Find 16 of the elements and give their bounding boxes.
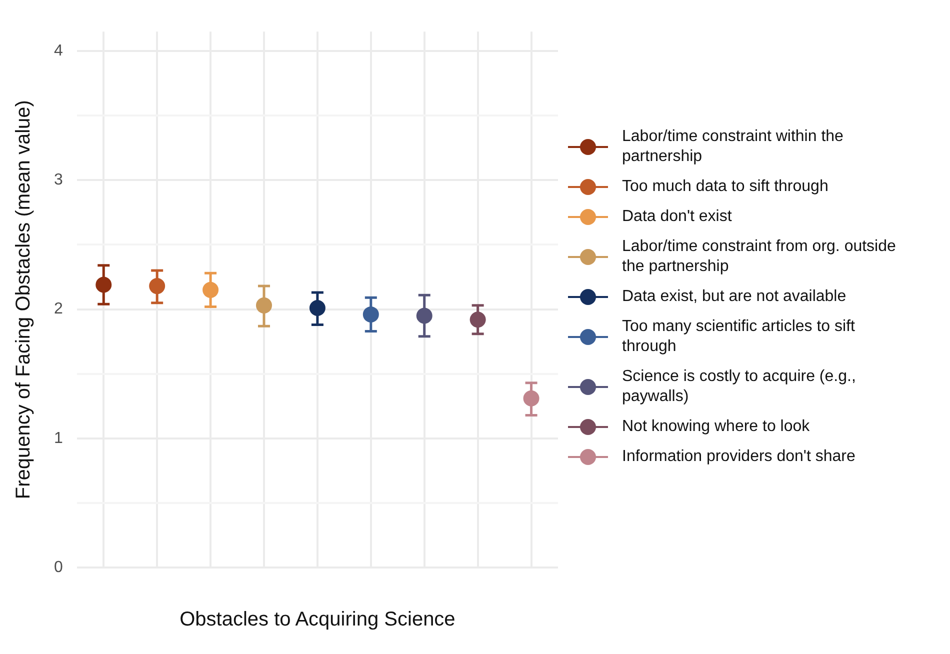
legend-label: Science is costly to acquire (e.g., paywalls) xyxy=(622,367,857,407)
y-tick-label: 3 xyxy=(54,172,63,189)
y-tick-label: 0 xyxy=(54,559,63,576)
y-tick-label: 4 xyxy=(54,42,63,60)
y-tick-label: 1 xyxy=(54,430,63,447)
legend-label: Too many scientific articles to sift through xyxy=(622,317,856,357)
x-axis-title: Obstacles to Acquiring Science xyxy=(180,608,456,631)
legend-label: Information providers don't share xyxy=(622,447,856,467)
y-axis-title: Frequency of Facing Obstacles (mean value) xyxy=(12,100,35,500)
legend-label: Labor/time constraint within the partnership xyxy=(622,127,844,167)
y-tick-label: 2 xyxy=(54,300,63,318)
legend-label: Data exist, but are not available xyxy=(622,287,848,307)
legend-label: Not knowing where to look xyxy=(622,417,811,437)
legend-label: Data don't exist xyxy=(622,207,733,227)
legend-label: Too much data to sift through xyxy=(622,177,830,197)
legend-label: Labor/time constraint from org. outside the partnership xyxy=(622,237,897,277)
